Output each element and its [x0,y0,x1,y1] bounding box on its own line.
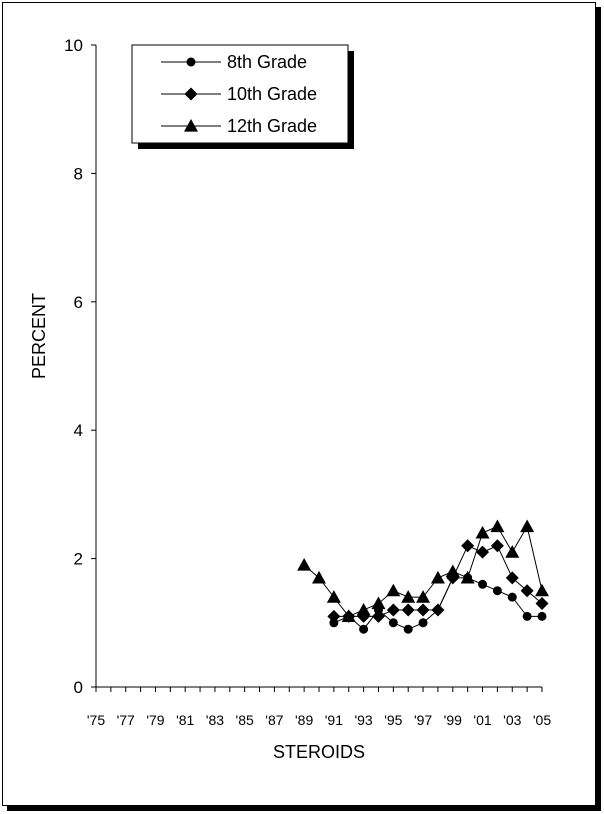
x-tick-label: '03 [503,712,521,728]
data-point [461,539,475,553]
data-point [445,564,460,578]
data-point [371,596,386,610]
data-point [478,579,488,589]
data-point [520,584,534,598]
legend-label: 8th Grade [227,52,307,72]
data-point [386,583,401,597]
data-point [505,571,519,585]
series-triangle [297,519,549,622]
data-point [490,539,504,553]
data-point [520,519,535,533]
data-point [507,592,517,602]
legend: 8th Grade 10th Grade 12th Grade [131,44,354,149]
data-point [416,603,430,617]
legend-item: 10th Grade [161,84,317,104]
legend-marker [184,119,198,132]
x-tick-label: '75 [87,712,105,728]
data-point [522,611,532,621]
data-point [371,609,385,623]
data-point [490,519,505,533]
data-point [431,603,445,617]
data-point [475,525,490,539]
data-point [535,597,549,611]
data-point [535,583,549,597]
data-point [327,609,341,623]
data-point [356,602,371,616]
y-ticks: 0 2 4 6 8 10 [64,36,96,697]
data-point [505,545,520,558]
y-tick-label: 2 [74,550,83,569]
data-point [388,618,398,628]
data-point [537,611,547,621]
data-point [312,570,326,584]
data-point [418,618,428,628]
x-axis-title: STEROIDS [273,742,365,762]
y-tick-label: 0 [74,678,83,697]
x-tick-label: '89 [295,712,313,728]
data-point [386,603,400,617]
series-diamond [327,539,549,623]
chart-frame: 0 2 4 6 8 10 '75 '77 '79 '81 '83 '85 '87 '89 '91 '93 '9… [2,2,596,806]
x-tick-label: '97 [414,712,432,728]
data-point [401,590,416,603]
x-tick-label: '99 [444,712,462,728]
legend-item: 8th Grade [161,52,307,72]
x-tick-label: '87 [265,712,283,728]
y-tick-label: 10 [64,36,83,55]
x-tick-label: '01 [473,712,491,728]
data-point [297,558,312,571]
x-tick-label: '05 [533,712,551,728]
legend-marker [186,57,196,67]
y-tick-label: 4 [74,421,83,440]
data-point [401,603,415,617]
data-point [476,545,490,559]
data-point [326,590,341,603]
x-tick-label: '79 [146,712,164,728]
y-tick-label: 8 [74,164,83,183]
x-tick-label: '85 [236,712,254,728]
data-point [359,624,369,634]
series-line [303,525,543,617]
y-axis-title: PERCENT [29,293,49,379]
line-chart: 0 2 4 6 8 10 '75 '77 '79 '81 '83 '85 '87 '89 '91 '93 '9… [29,36,551,762]
data-point [341,609,356,622]
legend-marker [184,87,198,101]
x-tick-label: '91 [325,712,343,728]
data-point [460,570,475,584]
x-tick-label: '81 [176,712,194,728]
legend-item: 12th Grade [161,116,317,136]
data-point [403,624,413,634]
data-point [416,590,431,603]
x-tick-label: '95 [384,712,402,728]
x-ticks: '75 '77 '79 '81 '83 '85 '87 '89 '91 '93 '95 '97 '99 '… [87,687,551,728]
legend-label: 12th Grade [227,116,317,136]
chart-axes: 0 2 4 6 8 10 '75 '77 '79 '81 '83 '85 '87 '89 '91 '93 '9… [64,36,551,728]
x-tick-label: '93 [354,712,372,728]
data-point [430,570,445,584]
data-point [492,586,502,596]
x-tick-label: '77 [117,712,135,728]
x-tick-label: '83 [206,712,224,728]
legend-label: 10th Grade [227,84,317,104]
y-tick-label: 6 [74,293,83,312]
series-layer [297,519,549,634]
